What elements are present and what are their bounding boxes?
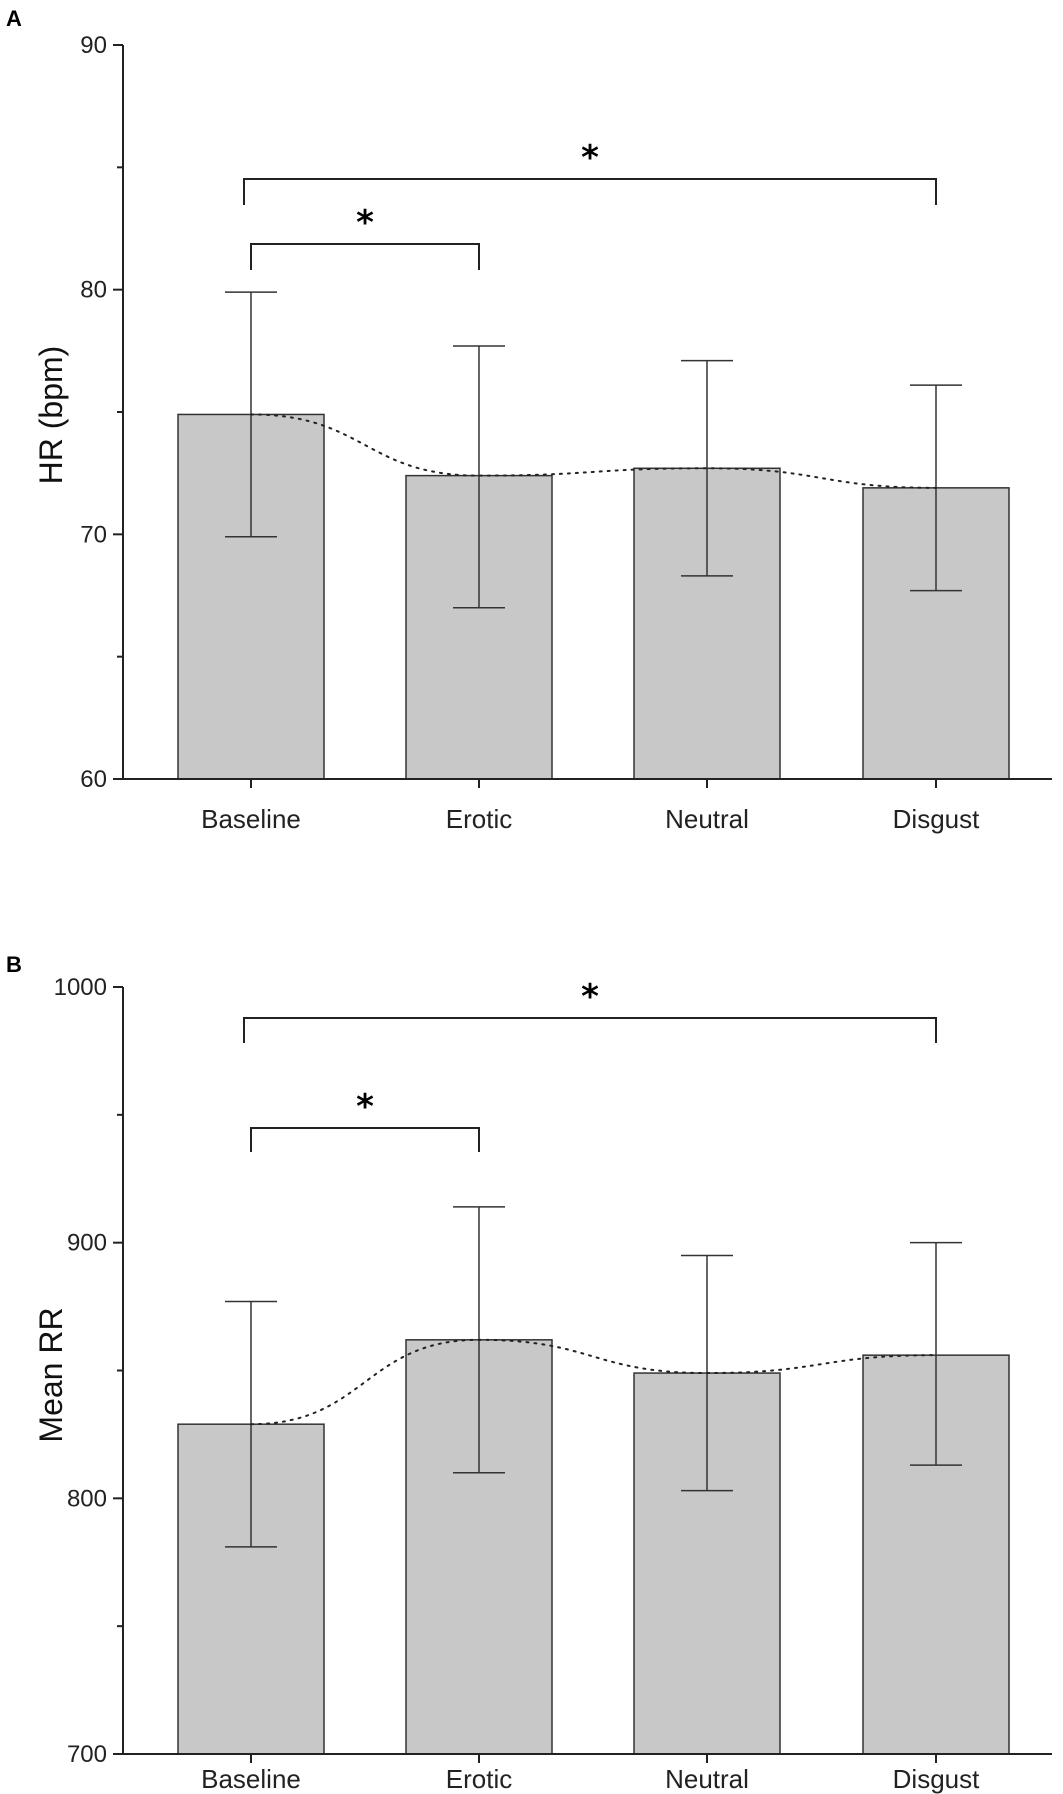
x-tick-label-disgust: Disgust — [893, 1764, 980, 1794]
x-tick-label-erotic: Erotic — [446, 804, 512, 834]
y-tick-label: 900 — [67, 1230, 107, 1257]
significance-star: * — [356, 203, 374, 243]
x-tick-label-baseline: Baseline — [201, 804, 301, 834]
x-tick-label-erotic: Erotic — [446, 1764, 512, 1794]
significance-star: * — [356, 1087, 374, 1127]
trend-line — [250, 1338, 937, 1426]
x-tick-label-baseline: Baseline — [201, 1764, 301, 1794]
significance-bracket — [243, 178, 937, 205]
x-tick-label-neutral: Neutral — [665, 1764, 749, 1794]
y-tick-label: 90 — [80, 32, 107, 59]
y-tick-label: 1000 — [54, 974, 107, 1001]
panel-a-label: A — [6, 6, 22, 31]
y-tick-label: 700 — [67, 1741, 107, 1768]
panel-a: A HR (bpm) 60 70 80 90 Baseline Erotic Neutral… — [6, 6, 1052, 834]
x-tick-label-disgust: Disgust — [893, 804, 980, 834]
y-tick-label: 80 — [80, 277, 107, 304]
y-tick-label: 70 — [80, 521, 107, 548]
panel-b-y-axis-label: Mean RR — [33, 1307, 69, 1442]
significance-star: * — [581, 138, 599, 178]
significance-bracket — [250, 1127, 480, 1152]
x-tick-label-neutral: Neutral — [665, 804, 749, 834]
y-tick-label: 60 — [80, 766, 107, 793]
trend-line — [250, 413, 937, 489]
panel-b-label: B — [6, 952, 22, 977]
significance-bracket — [250, 243, 480, 270]
panel-b: B Mean RR 700 800 900 1000 Baseline Erotic Neu… — [6, 952, 1052, 1794]
y-tick-label: 800 — [67, 1485, 107, 1512]
panel-a-y-axis-label: HR (bpm) — [33, 346, 69, 485]
significance-bracket — [243, 1017, 937, 1043]
significance-star: * — [581, 977, 599, 1017]
